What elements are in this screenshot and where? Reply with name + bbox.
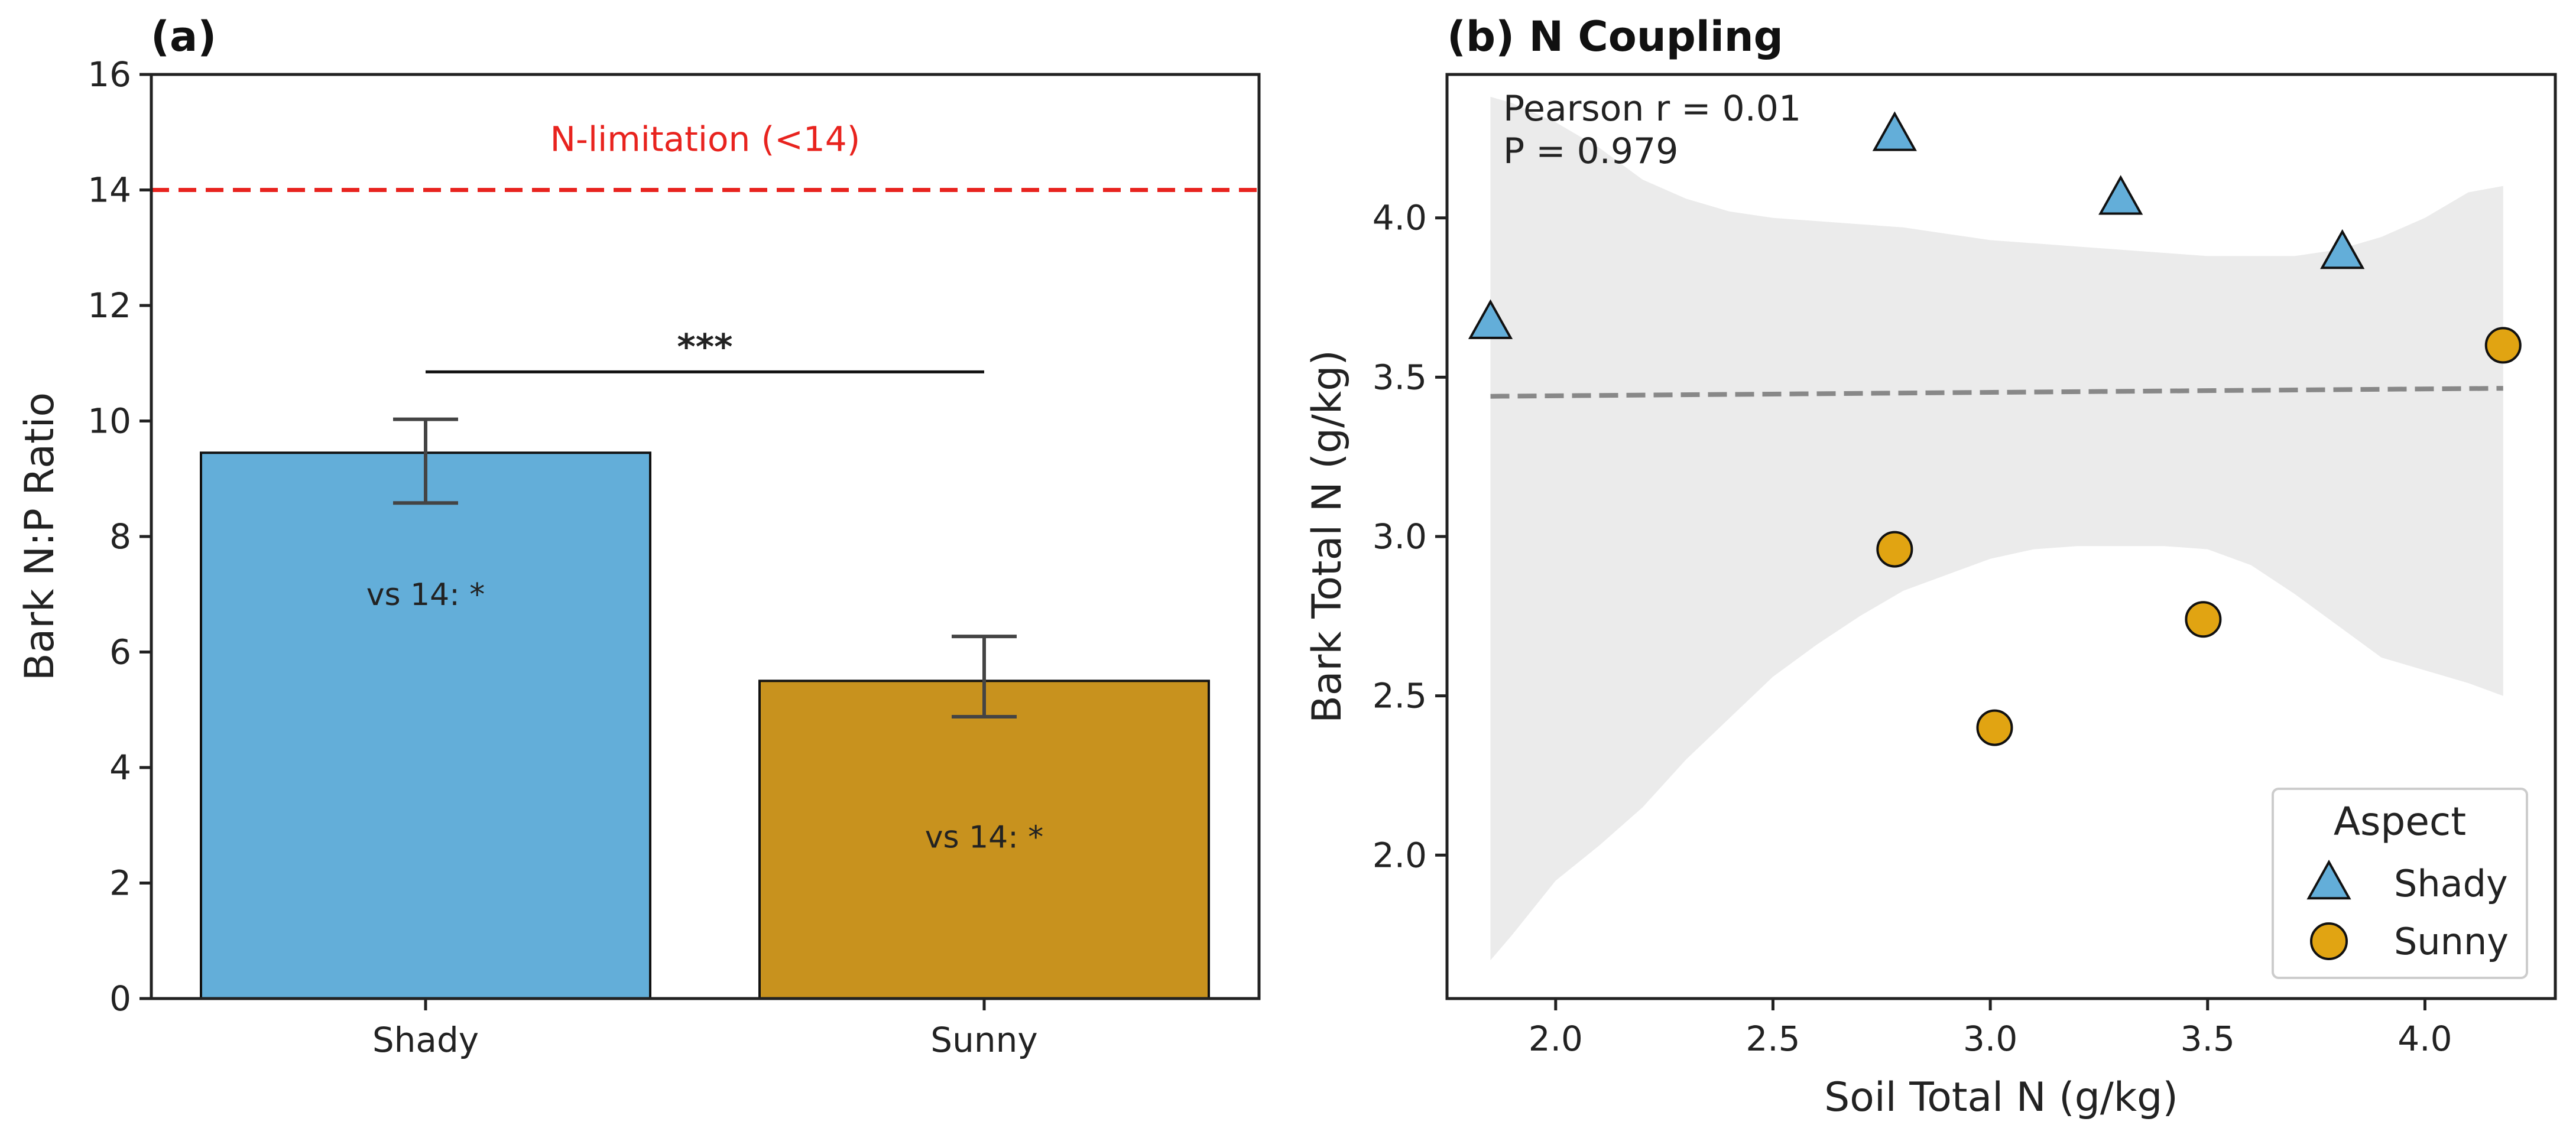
y-tick-label: 3.0 <box>1373 516 1427 557</box>
y-axis-title: Bark Total N (g/kg) <box>1304 350 1351 723</box>
bar-annotation-shady: vs 14: * <box>366 577 485 613</box>
panel-a-title: (a) <box>151 12 216 61</box>
bar-sunny <box>758 679 1210 1000</box>
legend-label-shady: Shady <box>2394 862 2508 905</box>
x-tick-label: 3.0 <box>1963 1019 2017 1059</box>
panel-a-bar-chart: (a) N-limitation (<14) *** vs 14: * vs 1… <box>17 12 1261 1060</box>
bar-annotation-sunny: vs 14: * <box>925 820 1044 855</box>
y-tick-label: 6 <box>109 632 131 672</box>
p-value-text: P = 0.979 <box>1503 131 1678 172</box>
y-axis-ticks: 2.0 2.5 3.0 3.5 4.0 <box>1373 198 1447 875</box>
x-tick-label-shady: Shady <box>372 1020 479 1060</box>
y-tick-label: 2.5 <box>1373 676 1427 716</box>
x-axis-title: Soil Total N (g/kg) <box>1824 1074 2178 1121</box>
point-sunny <box>1976 709 2013 746</box>
point-sunny <box>2185 601 2222 638</box>
y-tick-label: 3.5 <box>1373 357 1427 397</box>
confidence-band <box>1490 96 2503 961</box>
point-shady <box>1468 299 1513 339</box>
y-tick-label: 4.0 <box>1373 198 1427 238</box>
legend-entries: Shady Sunny <box>2306 859 2509 963</box>
bars <box>200 451 1210 1000</box>
y-tick-label: 0 <box>109 978 131 1019</box>
x-tick-label: 2.5 <box>1746 1019 1800 1059</box>
y-tick-label: 10 <box>87 401 131 441</box>
error-bars <box>393 417 1017 718</box>
x-axis-ticks: 2.0 2.5 3.0 3.5 4.0 <box>1529 999 2452 1059</box>
y-tick-label: 4 <box>109 747 131 788</box>
y-tick-label: 14 <box>87 170 131 210</box>
scatter-points <box>1468 111 2522 746</box>
x-axis-ticks: Shady Sunny <box>372 999 1038 1060</box>
y-tick-label: 16 <box>87 54 131 95</box>
y-axis-ticks: 0 2 4 6 8 10 12 14 16 <box>87 54 151 1019</box>
bar-shady <box>200 451 651 1000</box>
legend: Aspect Shady Sunny <box>2272 788 2528 979</box>
significance-label: *** <box>677 326 732 368</box>
legend-marker-sunny <box>2310 922 2348 960</box>
legend-label-sunny: Sunny <box>2394 920 2509 963</box>
point-sunny <box>2484 327 2522 364</box>
x-tick-label: 4.0 <box>2397 1019 2452 1059</box>
panel-b-scatter-chart: (b) N Coupling Pearson r = 0.01 P = 0.97… <box>1304 12 2557 1121</box>
x-tick-label: 3.5 <box>2181 1019 2235 1059</box>
point-shady <box>2098 175 2143 215</box>
legend-marker-shady <box>2306 859 2351 900</box>
point-shady <box>2320 229 2365 269</box>
y-tick-label: 2 <box>109 863 131 903</box>
y-axis-title: Bark N:P Ratio <box>17 392 63 681</box>
pearson-r-text: Pearson r = 0.01 <box>1503 88 1801 129</box>
y-tick-label: 12 <box>87 285 131 326</box>
regression-fit-line <box>1490 386 2503 399</box>
y-tick-label: 2.0 <box>1373 835 1427 875</box>
point-shady <box>1872 111 1917 151</box>
y-tick-label: 8 <box>109 516 131 557</box>
legend-title: Aspect <box>2334 799 2466 844</box>
x-tick-label: 2.0 <box>1529 1019 1583 1059</box>
x-tick-label-sunny: Sunny <box>930 1020 1037 1060</box>
panel-b-title: (b) N Coupling <box>1447 12 1783 61</box>
n-limitation-label: N-limitation (<14) <box>550 119 861 160</box>
point-sunny <box>1876 531 1913 568</box>
